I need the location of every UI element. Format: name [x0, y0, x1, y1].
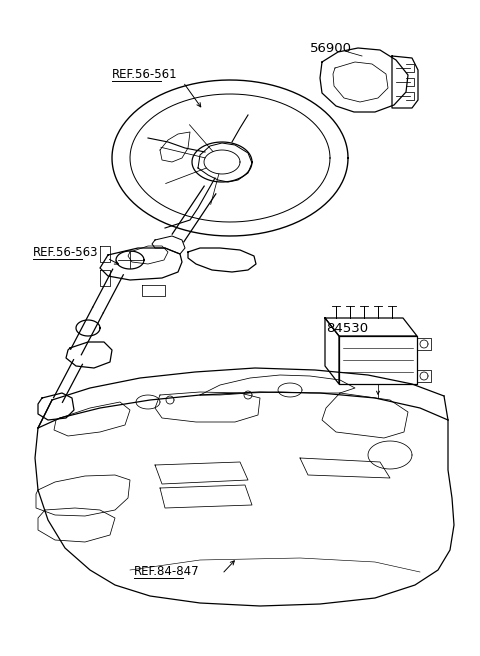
Text: 84530: 84530: [326, 322, 368, 335]
Text: 56900: 56900: [310, 42, 352, 55]
Text: REF.84-847: REF.84-847: [134, 565, 200, 578]
Text: REF.56-561: REF.56-561: [112, 68, 178, 81]
Text: REF.56-563: REF.56-563: [33, 246, 98, 259]
